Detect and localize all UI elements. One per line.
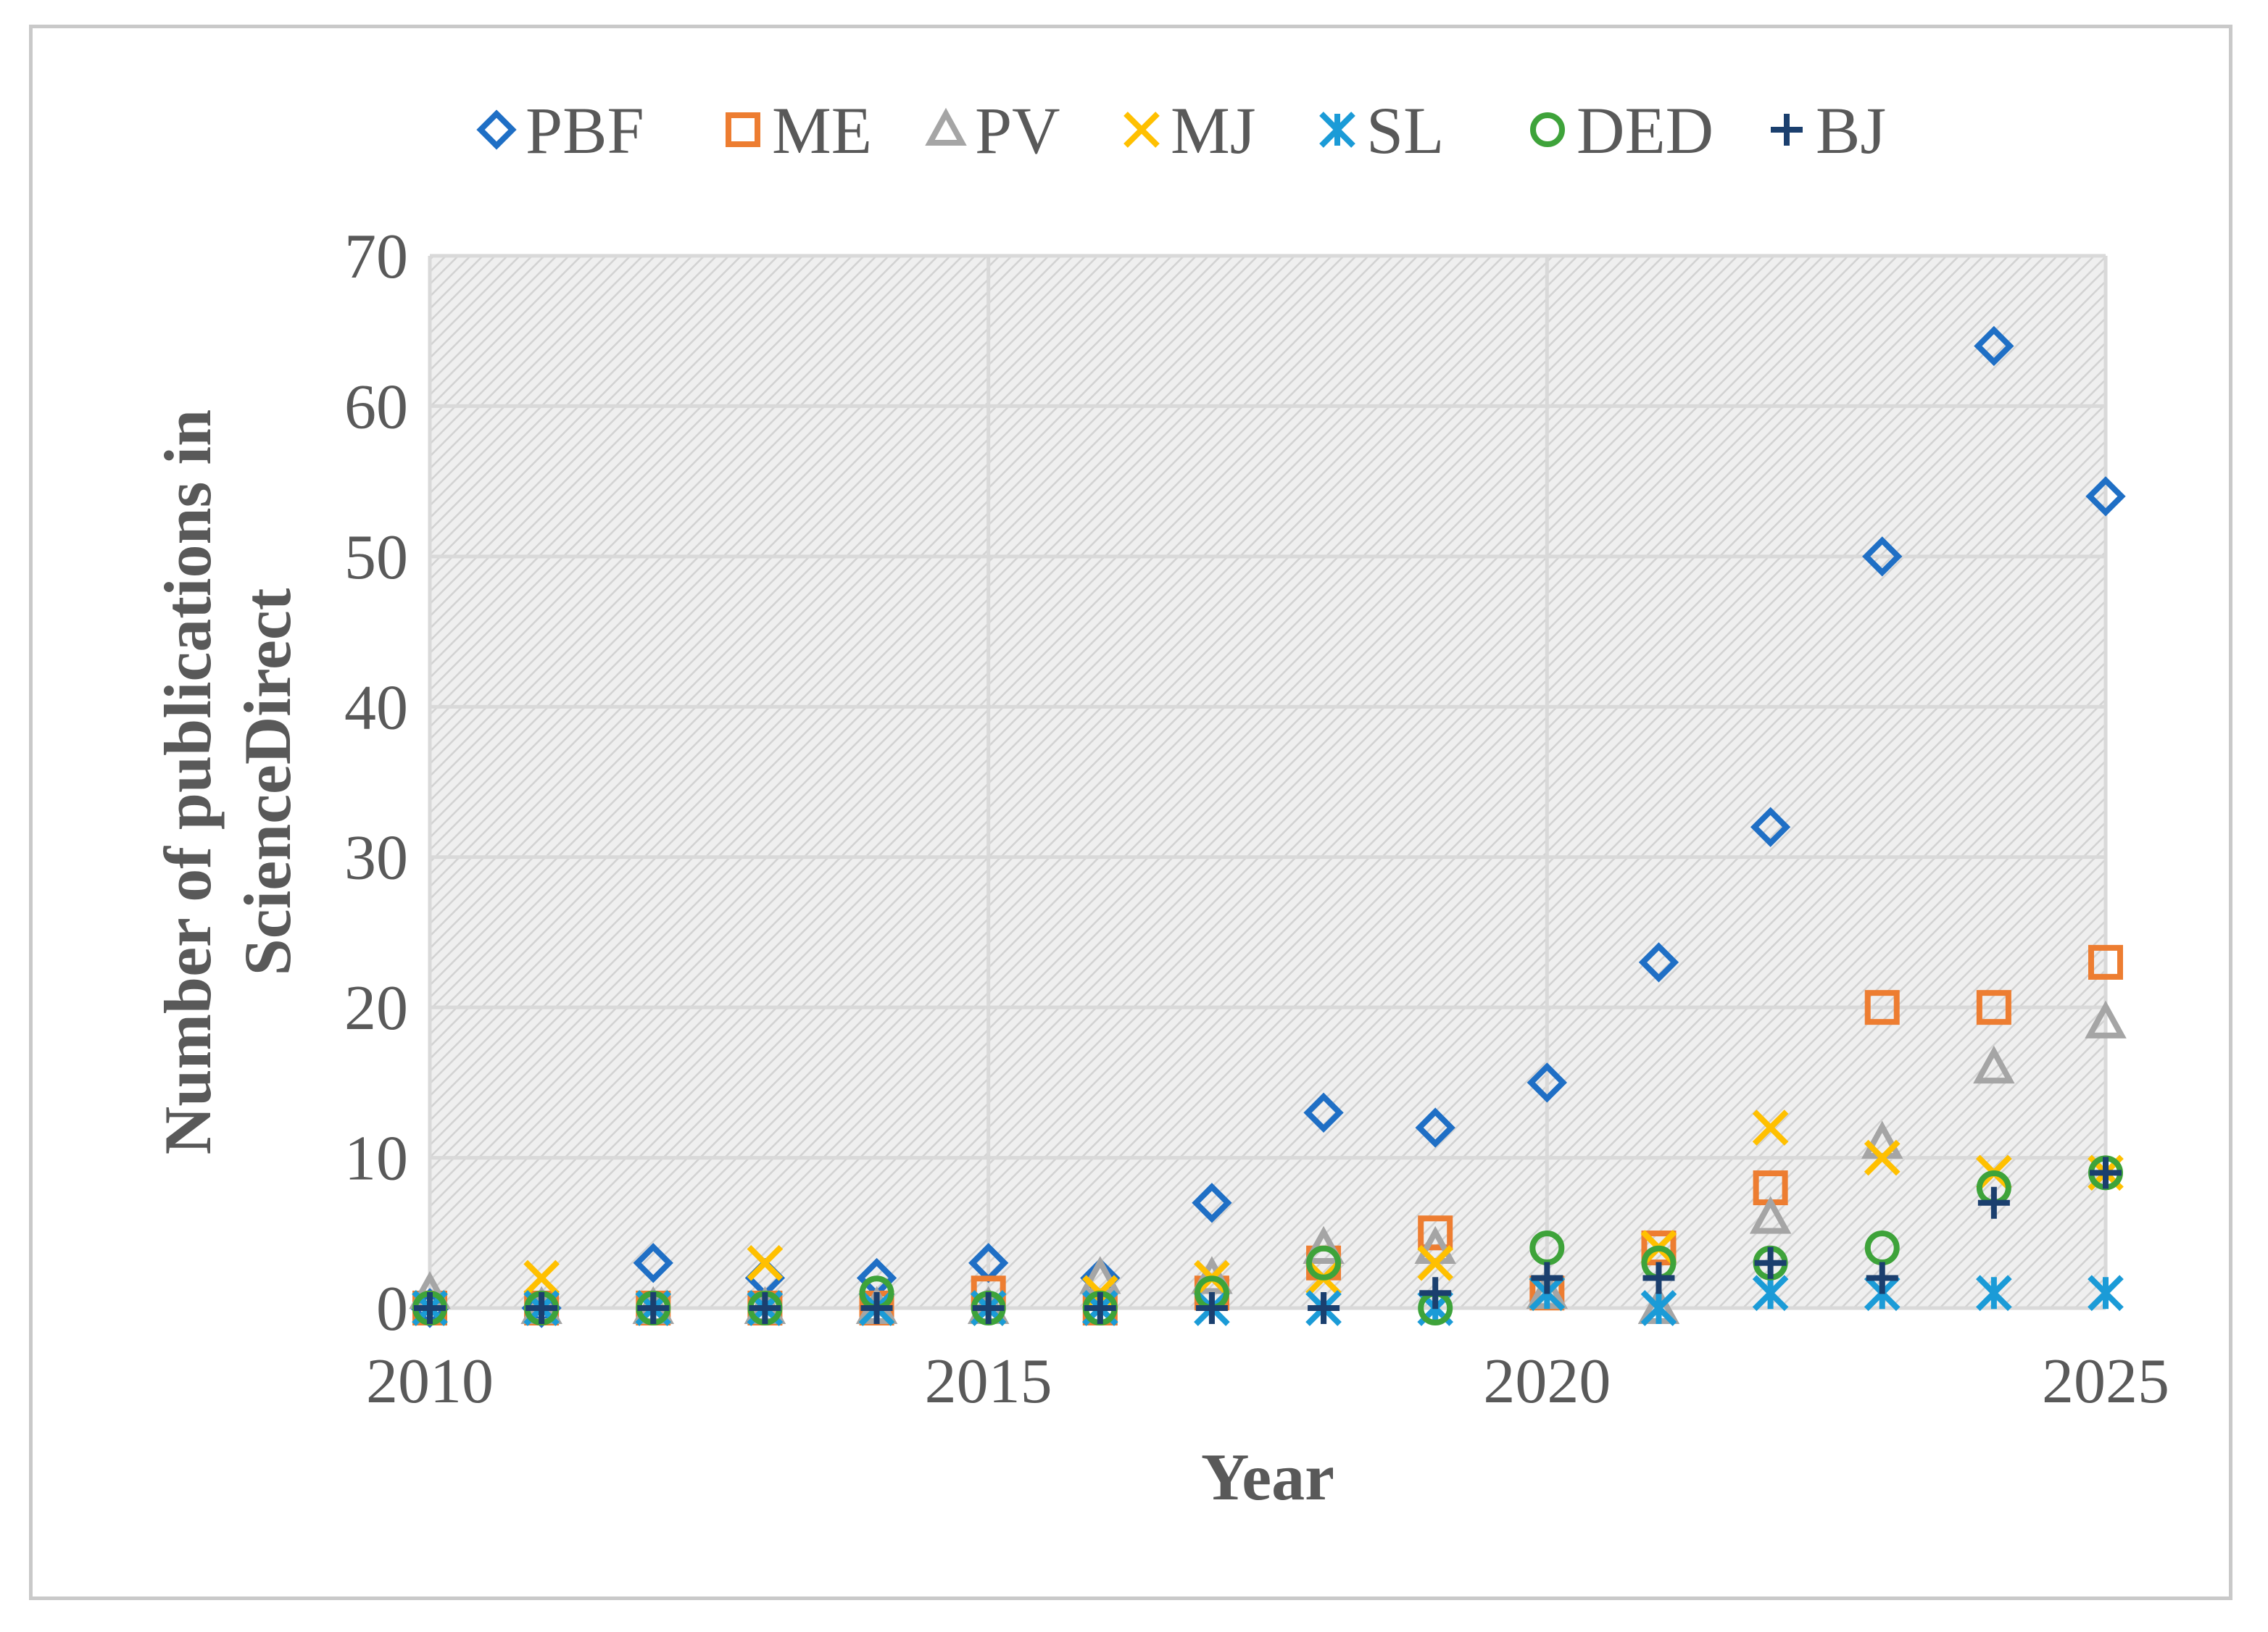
y-tick-label: 50: [344, 523, 408, 593]
data-point: [1754, 1246, 1787, 1279]
data-point: [1862, 536, 1903, 577]
data-point: [1642, 1262, 1675, 1294]
data-point: [2090, 1157, 2122, 1189]
legend-label: PV: [975, 93, 1060, 167]
data-point: [1303, 1092, 1344, 1133]
y-tick-label: 0: [376, 1274, 408, 1344]
legend-marker: [1771, 114, 1803, 146]
data-point: [414, 1292, 446, 1324]
legend-marker: [1530, 112, 1565, 147]
data-point: [1974, 325, 2014, 367]
legend-label: ME: [772, 93, 872, 167]
plot-area: [430, 256, 2106, 1308]
legend-marker: [925, 107, 967, 146]
data-point: [1526, 1062, 1567, 1103]
legend-marker: [1319, 112, 1355, 148]
legend-item: PBF: [476, 93, 644, 167]
data-point: [1192, 1183, 1232, 1223]
data-point: [637, 1292, 670, 1324]
x-tick-label: 2015: [925, 1346, 1052, 1417]
y-tick-label: 20: [344, 973, 408, 1044]
legend-item: SL: [1319, 93, 1444, 167]
x-tick-label: 2020: [1483, 1346, 1611, 1417]
legend-label: DED: [1577, 93, 1714, 167]
chart-svg: 0 10 20 30 40 50 60 70 2010 2015 2020 2025 PBF ME PV…: [151, 93, 2169, 1514]
data-point: [1191, 1256, 1233, 1294]
data-point: [1308, 1292, 1340, 1324]
x-tick-labels: 2010 2015 2020 2025: [366, 1346, 2169, 1417]
data-point: [2088, 1275, 2124, 1312]
y-tick-label: 10: [344, 1124, 408, 1194]
legend-item: DED: [1530, 93, 1714, 167]
legend-item: BJ: [1771, 93, 1886, 167]
y-axis-title-line: Number of publications in: [151, 409, 225, 1154]
data-point: [1306, 1245, 1342, 1281]
y-tick-label: 30: [344, 823, 408, 894]
data-point: [1084, 1292, 1116, 1324]
data-point: [1864, 990, 1900, 1025]
data-point: [1418, 1215, 1453, 1251]
data-point: [1640, 1290, 1677, 1326]
data-point: [523, 1260, 560, 1296]
legend-item: PV: [925, 93, 1060, 167]
data-point: [1303, 1225, 1345, 1265]
data-point: [1749, 1196, 1792, 1234]
data-point: [2085, 1000, 2127, 1038]
x-tick-label: 2010: [366, 1346, 494, 1417]
y-tick-label: 60: [344, 372, 408, 442]
data-point: [747, 1244, 784, 1281]
chart-frame: 0 10 20 30 40 50 60 70 2010 2015 2020 2025 PBF ME PV…: [29, 25, 2232, 1600]
data-point: [860, 1292, 893, 1324]
data-point: [633, 1243, 673, 1283]
data-point: [749, 1292, 781, 1324]
data-point: [2085, 476, 2126, 517]
data-points: [409, 325, 2127, 1328]
legend-label: BJ: [1816, 93, 1886, 167]
y-tick-label: 40: [344, 673, 408, 743]
data-point: [526, 1292, 558, 1324]
legend-label: PBF: [526, 93, 644, 167]
x-axis-title: Year: [1201, 1440, 1334, 1514]
legend-label: MJ: [1171, 93, 1256, 167]
data-point: [1866, 1262, 1898, 1294]
y-tick-label: 70: [344, 222, 408, 292]
data-point: [1976, 990, 2011, 1025]
y-axis-title: Number of publications inScienceDirect: [151, 409, 304, 1154]
data-point: [972, 1292, 1005, 1324]
legend-item: MJ: [1123, 93, 1256, 167]
gridlines: [428, 254, 2108, 1310]
legend-marker: [726, 112, 760, 147]
data-point: [1195, 1292, 1228, 1324]
legend-item: ME: [726, 93, 872, 167]
series-bj: [414, 1157, 2122, 1324]
data-point: [2088, 944, 2123, 980]
data-point: [1864, 1139, 1901, 1176]
legend-label: SL: [1366, 93, 1444, 167]
data-point: [1531, 1262, 1563, 1294]
legend: PBF ME PV MJ SL DED BJ: [476, 93, 1886, 167]
data-point: [1638, 942, 1679, 983]
data-point: [1419, 1277, 1452, 1310]
data-point: [1752, 1275, 1789, 1312]
data-point: [1750, 807, 1791, 847]
legend-marker: [476, 109, 517, 150]
data-point: [1973, 1045, 2015, 1084]
y-tick-labels: 0 10 20 30 40 50 60 70: [344, 222, 408, 1344]
data-point: [1415, 1107, 1455, 1148]
data-point: [1417, 1244, 1454, 1281]
y-axis-title-line: ScienceDirect: [230, 588, 304, 975]
legend-marker: [1123, 112, 1160, 148]
data-point: [1977, 1186, 2010, 1219]
x-tick-label: 2025: [2042, 1346, 2169, 1417]
data-point: [1976, 1275, 2012, 1312]
data-point: [1752, 1109, 1789, 1146]
